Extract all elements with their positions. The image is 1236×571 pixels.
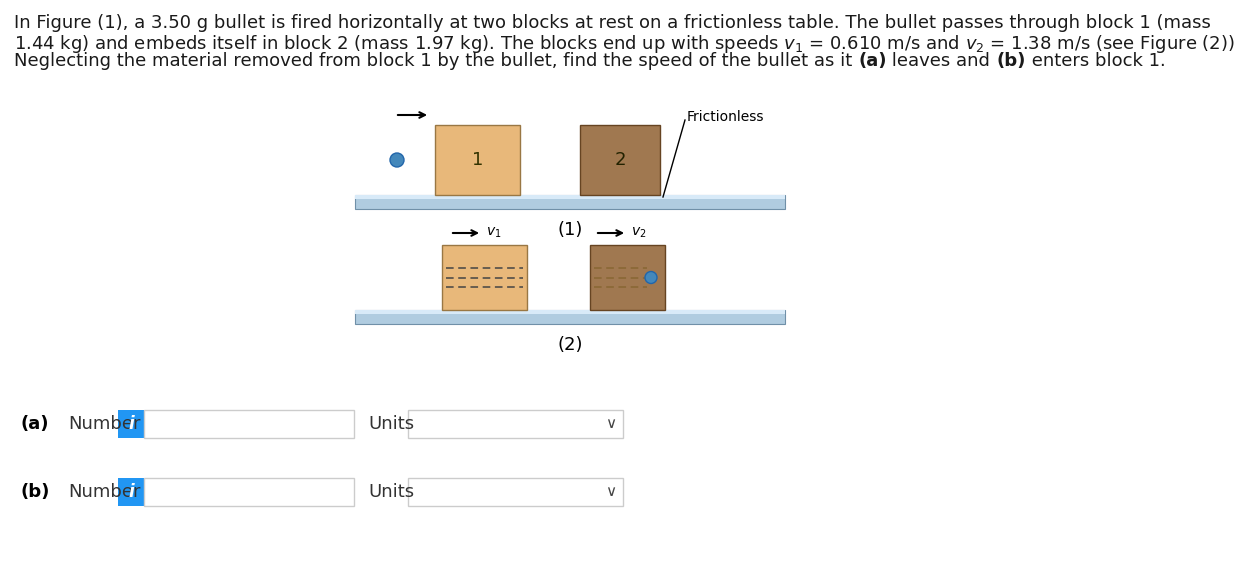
Bar	[355, 310, 785, 324]
Text: $v_2$: $v_2$	[632, 226, 646, 240]
Text: $v_1$: $v_1$	[486, 226, 502, 240]
Bar	[117, 410, 145, 438]
Text: Units: Units	[368, 483, 414, 501]
Text: (a): (a)	[20, 415, 48, 433]
Bar	[355, 195, 785, 209]
Bar	[117, 478, 145, 506]
Text: 1.44 kg) and embeds itself in block 2 (mass 1.97 kg). The blocks end up with spe: 1.44 kg) and embeds itself in block 2 (m…	[14, 33, 1236, 55]
Circle shape	[391, 153, 404, 167]
Bar	[355, 195, 785, 199]
Bar	[355, 310, 785, 314]
Text: (a): (a)	[858, 52, 886, 70]
Bar	[408, 410, 623, 438]
Circle shape	[645, 271, 658, 283]
Text: 2: 2	[614, 151, 625, 169]
Text: ∨: ∨	[606, 485, 617, 500]
Text: i: i	[129, 415, 133, 433]
Bar	[435, 125, 520, 195]
Text: Number: Number	[68, 415, 141, 433]
Bar	[145, 410, 353, 438]
Text: (b): (b)	[996, 52, 1026, 70]
Text: In Figure (1), a 3.50 g bullet is fired horizontally at two blocks at rest on a : In Figure (1), a 3.50 g bullet is fired …	[14, 14, 1211, 32]
Text: (1): (1)	[557, 221, 582, 239]
Text: Neglecting the material removed from block 1 by the bullet, find the speed of th: Neglecting the material removed from blo…	[14, 52, 858, 70]
Text: Frictionless: Frictionless	[687, 110, 765, 124]
Text: ∨: ∨	[606, 416, 617, 432]
Bar	[590, 245, 665, 310]
Bar	[580, 125, 660, 195]
Bar	[145, 478, 353, 506]
Text: leaves and: leaves and	[886, 52, 996, 70]
Text: enters block 1.: enters block 1.	[1026, 52, 1166, 70]
Text: Number: Number	[68, 483, 141, 501]
Text: Units: Units	[368, 415, 414, 433]
Text: i: i	[129, 483, 133, 501]
Text: (b): (b)	[20, 483, 49, 501]
Text: (2): (2)	[557, 336, 582, 354]
Text: 1: 1	[472, 151, 483, 169]
Bar	[408, 478, 623, 506]
Bar	[442, 245, 527, 310]
